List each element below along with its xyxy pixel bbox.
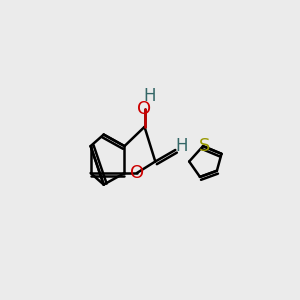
Text: S: S (199, 137, 210, 155)
Text: O: O (137, 100, 152, 118)
Text: H: H (175, 137, 188, 155)
Text: H: H (143, 87, 155, 105)
Text: O: O (130, 164, 144, 182)
